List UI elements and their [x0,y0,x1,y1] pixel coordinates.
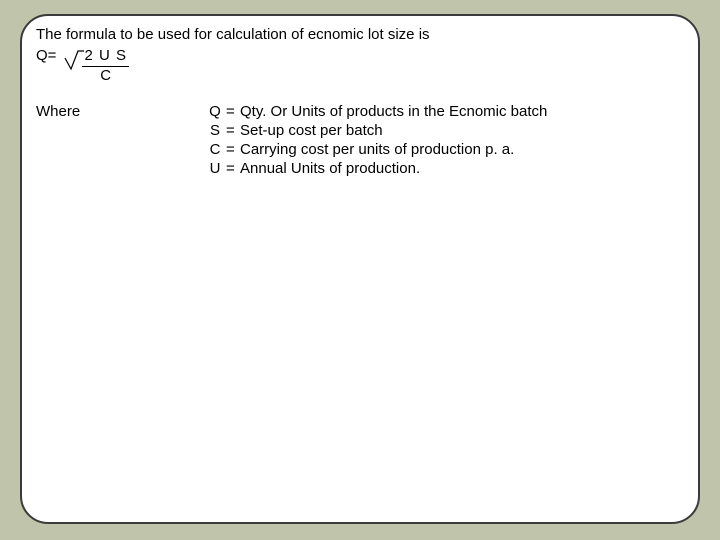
def-symbol: S [208,122,226,141]
def-eq: = [226,141,240,160]
table-row: Q = Qty. Or Units of products in the Ecn… [208,103,551,122]
def-desc: Carrying cost per units of production p.… [240,141,551,160]
def-desc: Set-up cost per batch [240,122,551,141]
table-row: C = Carrying cost per units of productio… [208,141,551,160]
square-root: 2 U S C [82,47,129,86]
definitions-table: Q = Qty. Or Units of products in the Ecn… [208,103,551,178]
radicand-denominator: C [82,67,129,86]
def-symbol: U [208,160,226,179]
radical-icon [64,49,84,71]
def-symbol: Q [208,103,226,122]
intro-text: The formula to be used for calculation o… [36,26,684,45]
def-desc: Qty. Or Units of products in the Ecnomic… [240,103,551,122]
def-desc: Annual Units of production. [240,160,551,179]
def-symbol: C [208,141,226,160]
def-eq: = [226,103,240,122]
table-row: S = Set-up cost per batch [208,122,551,141]
table-row: U = Annual Units of production. [208,160,551,179]
radicand-numerator: 2 U S [82,47,129,67]
where-label: Where [36,103,208,122]
where-section: Where Q = Qty. Or Units of products in t… [36,103,684,178]
def-eq: = [226,122,240,141]
formula-row: Q= 2 U S C [36,47,684,86]
content-card: The formula to be used for calculation o… [20,14,700,524]
def-eq: = [226,160,240,179]
formula-lhs: Q= [36,47,56,66]
